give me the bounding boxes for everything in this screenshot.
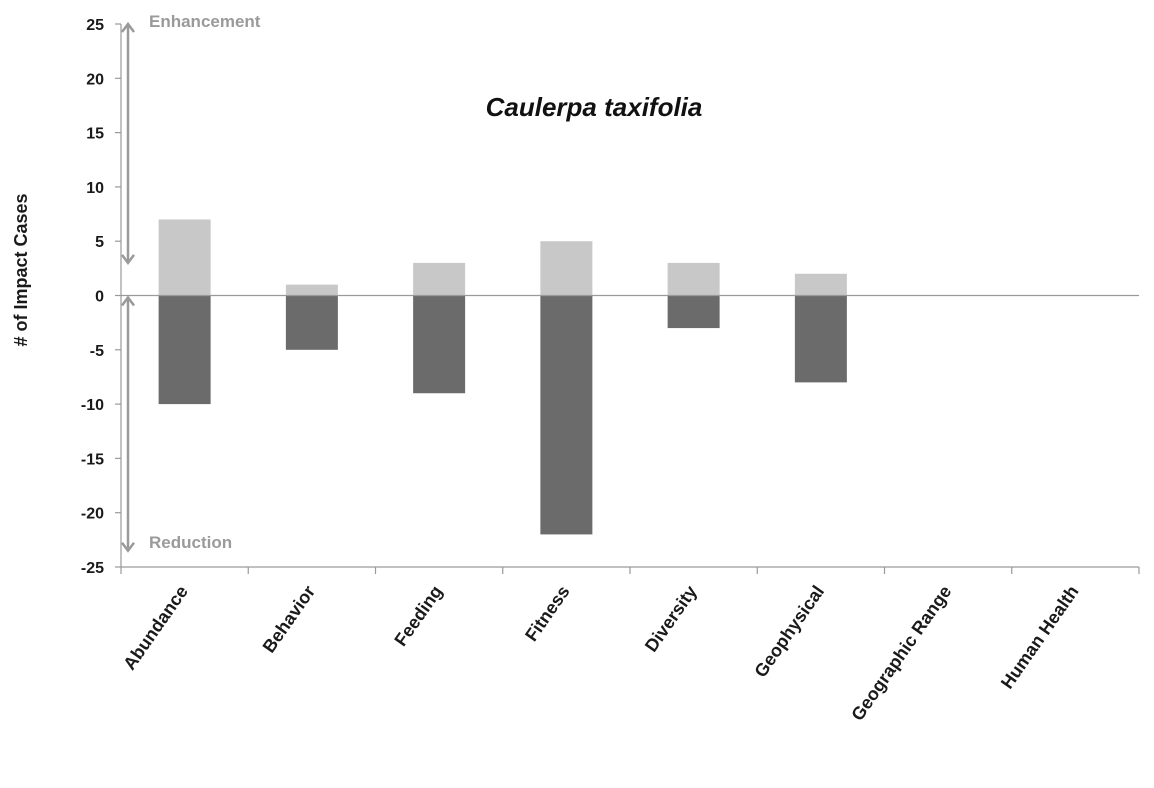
- x-tick-label: Fitness: [521, 582, 574, 645]
- category-labels-layer: Abundance Behavior Feeding Fitness Diversity…: [119, 582, 1082, 725]
- x-tick-label: Abundance: [119, 582, 192, 674]
- x-tick-label: Geographic Range: [847, 582, 955, 725]
- y-tick-label: 5: [95, 234, 104, 251]
- x-tick-label: Behavior: [259, 582, 320, 657]
- bar-geophysical-reduction: [794, 295, 847, 383]
- reduction-arrow: [121, 295, 135, 553]
- annotations-layer: Enhancement Reduction: [149, 12, 261, 552]
- y-tick-label: -15: [81, 451, 104, 468]
- bar-abundance-enhancement: [158, 219, 211, 296]
- chart-title: Caulerpa taxifolia: [486, 92, 703, 122]
- y-tick-label: -10: [81, 397, 104, 414]
- y-tick-label: -25: [81, 560, 104, 577]
- reduction-annotation: Reduction: [149, 533, 232, 552]
- bars-layer: [158, 219, 847, 535]
- y-tick-label: 20: [86, 71, 104, 88]
- bar-feeding-reduction: [413, 295, 466, 394]
- bar-geophysical-enhancement: [794, 273, 847, 296]
- bar-feeding-enhancement: [413, 262, 466, 296]
- y-axis-label: # of Impact Cases: [11, 193, 31, 346]
- bar-diversity-enhancement: [667, 262, 720, 296]
- x-tick-label: Geophysical: [750, 582, 828, 681]
- bar-diversity-reduction: [667, 295, 720, 329]
- y-tick-label: -20: [81, 506, 104, 523]
- y-tick-label: 15: [86, 126, 104, 143]
- y-tick-label: 10: [86, 180, 104, 197]
- bar-behavior-reduction: [285, 295, 338, 350]
- bar-behavior-enhancement: [285, 284, 338, 296]
- bar-fitness-enhancement: [540, 241, 593, 296]
- y-tick-label: -5: [90, 343, 104, 360]
- y-tick-label: 0: [95, 289, 104, 306]
- x-tick-label: Diversity: [641, 582, 701, 656]
- x-tick-label: Feeding: [390, 582, 446, 650]
- axes-layer: [115, 21, 1140, 574]
- enhancement-annotation: Enhancement: [149, 12, 261, 31]
- bar-abundance-reduction: [158, 295, 211, 405]
- enhancement-arrow: [120, 21, 136, 266]
- y-tick-label: 25: [86, 17, 104, 34]
- bar-fitness-reduction: [540, 295, 593, 535]
- y-ticks-layer: 25 20 15 10 5 0 -5 -10 -15 -20 -25: [81, 17, 104, 577]
- x-tick-label: Human Health: [997, 582, 1083, 693]
